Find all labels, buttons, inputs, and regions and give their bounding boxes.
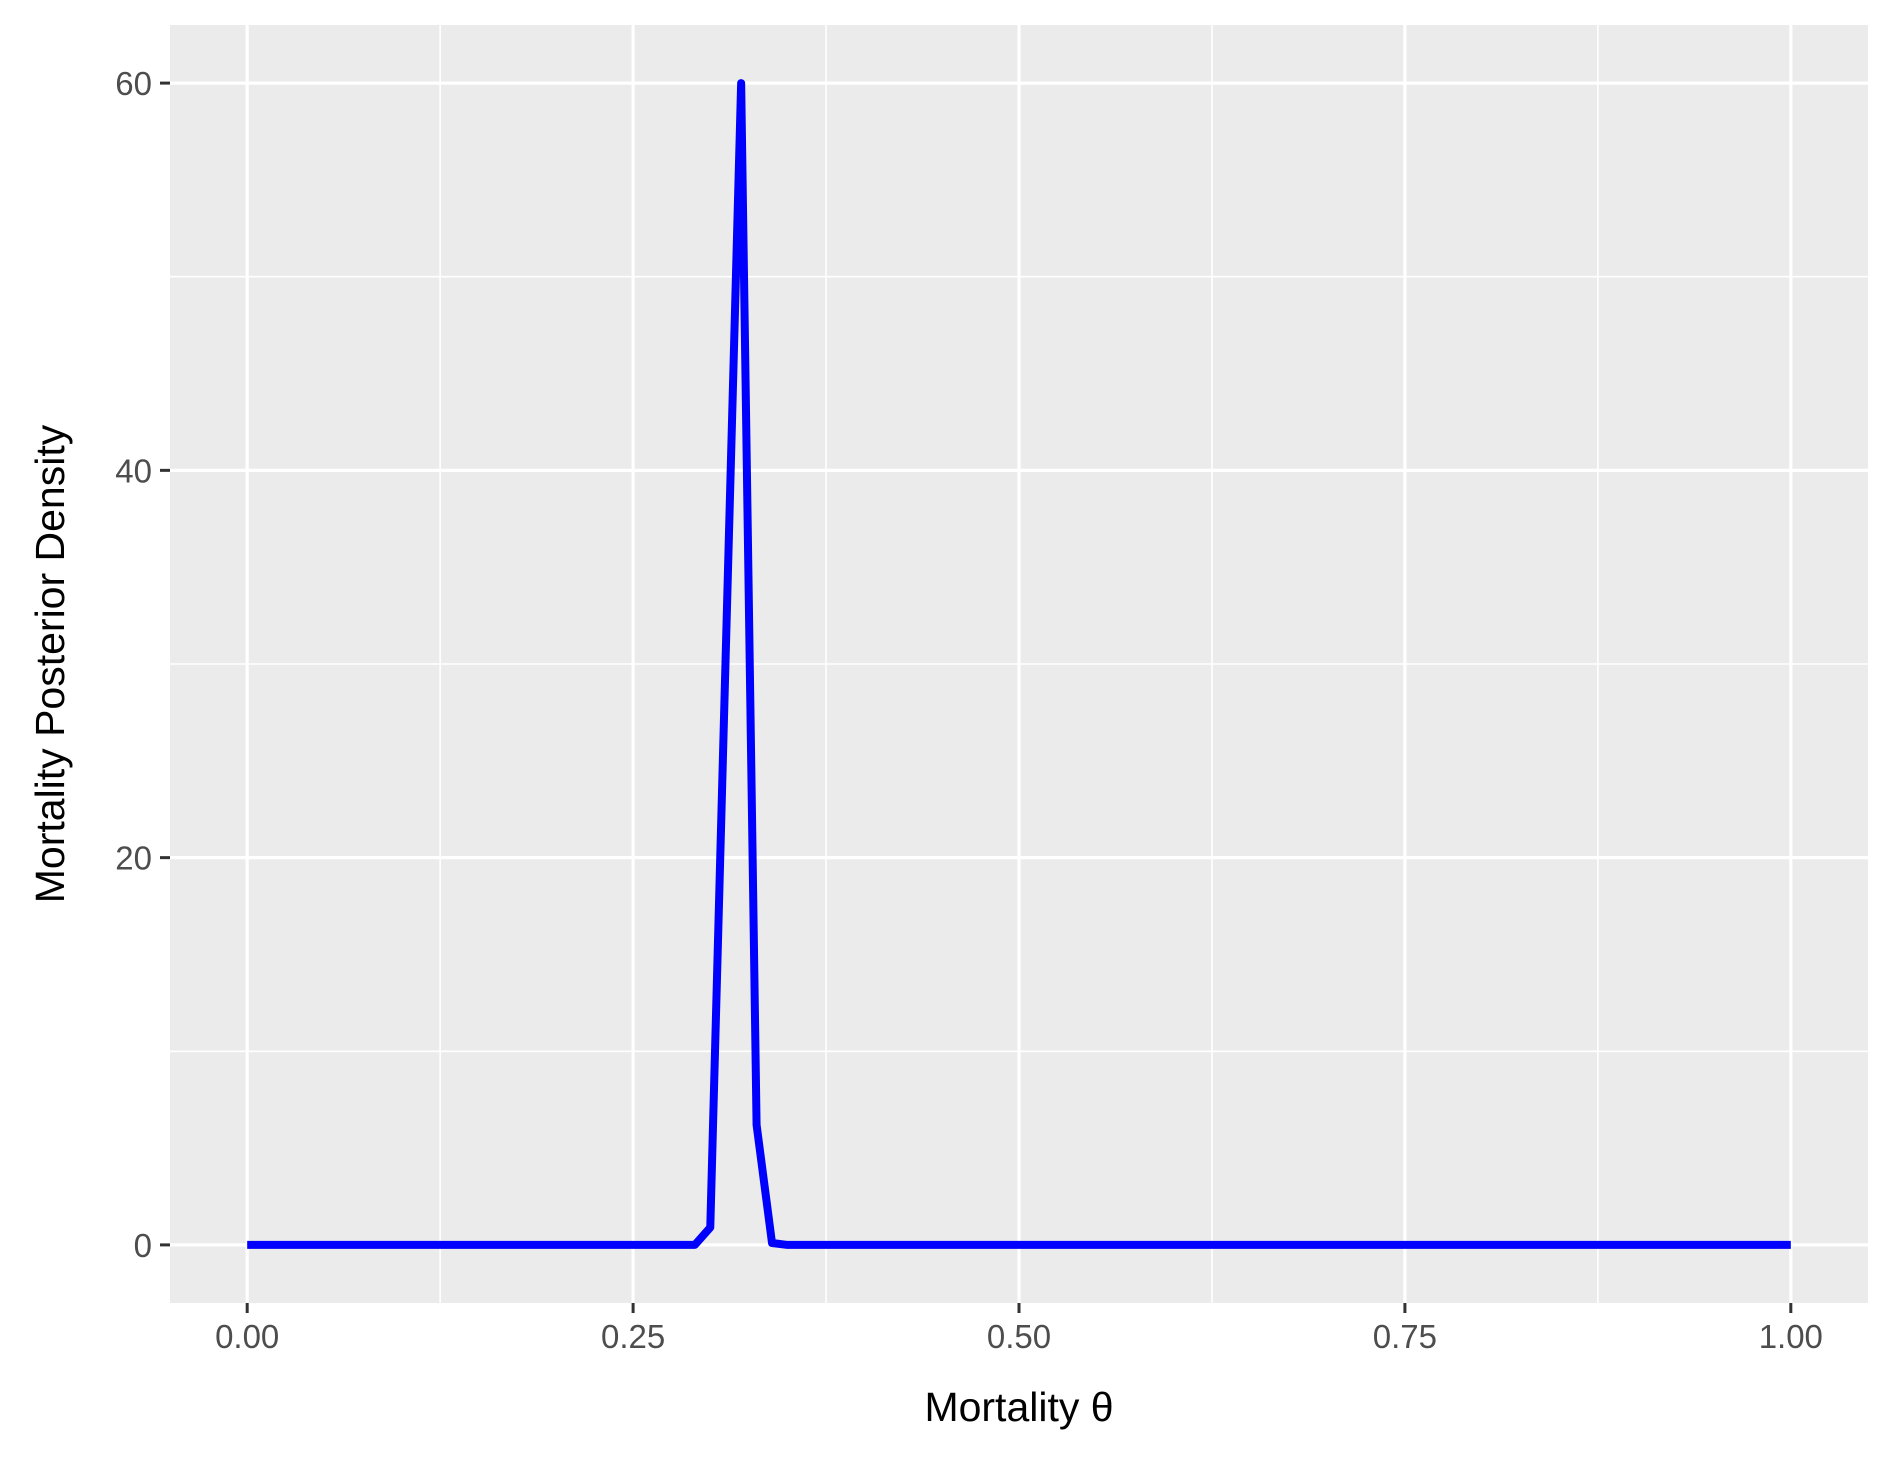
y-axis: 0 20 40 60 bbox=[115, 65, 170, 1264]
y-tick-label: 20 bbox=[115, 840, 152, 877]
y-tick-label: 60 bbox=[115, 65, 152, 102]
major-gridlines bbox=[170, 25, 1868, 1303]
x-tick-label: 0.25 bbox=[601, 1318, 665, 1355]
x-tick-label: 0.75 bbox=[1373, 1318, 1437, 1355]
x-tick-label: 1.00 bbox=[1759, 1318, 1823, 1355]
x-axis: 0.00 0.25 0.50 0.75 1.00 bbox=[215, 1303, 1823, 1355]
y-tick-label: 0 bbox=[134, 1227, 152, 1264]
data-layer bbox=[247, 79, 1791, 1249]
x-axis-title: Mortality θ bbox=[924, 1384, 1113, 1430]
density-line bbox=[247, 79, 1791, 1249]
y-axis-title: Mortality Posterior Density bbox=[27, 424, 73, 903]
x-tick-label: 0.50 bbox=[987, 1318, 1051, 1355]
y-tick-label: 40 bbox=[115, 452, 152, 489]
x-tick-label: 0.00 bbox=[215, 1318, 279, 1355]
